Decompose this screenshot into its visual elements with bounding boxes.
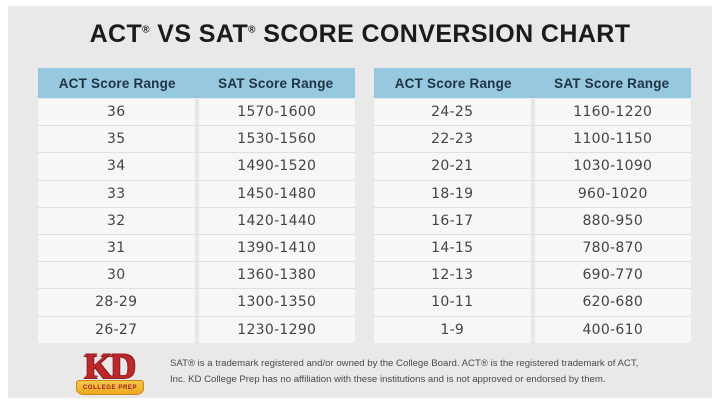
conversion-table-left: ACT Score Range SAT Score Range 36 1570-1…: [38, 68, 355, 343]
table-cell: 30: [38, 262, 199, 289]
table-header-row: ACT Score Range SAT Score Range: [38, 68, 355, 98]
table-body: 24-25 1160-1220 22-23 1100-1150 20-21 1030-10…: [374, 99, 691, 343]
table-row: 30 1360-1380: [38, 261, 355, 289]
act-score-range-header: ACT Score Range: [58, 75, 176, 91]
table-row: 22-23 1100-1150: [374, 125, 691, 153]
table-row: 1-9 400-610: [374, 315, 691, 343]
table-cell: 31: [38, 234, 199, 262]
disclaimer-line-2: Inc. KD College Prep has no affiliation …: [170, 374, 606, 385]
table-cell: 400-610: [582, 321, 644, 338]
table-row: 26-27 1230-1290: [38, 315, 355, 343]
table-cell: 1530-1560: [237, 131, 317, 148]
table-cell: 690-770: [582, 267, 644, 284]
page-title: ACT® VS SAT® SCORE CONVERSION CHART: [0, 20, 720, 49]
table-cell: 1300-1350: [237, 294, 317, 311]
sat-score-range-header: SAT Score Range: [554, 75, 670, 91]
table-cell: 1360-1380: [237, 267, 317, 284]
table-cell: 1570-1600: [237, 104, 317, 121]
table-row: 36 1570-1600: [38, 99, 355, 126]
table-header-row: ACT Score Range SAT Score Range: [374, 68, 691, 98]
sat-score-range-header: SAT Score Range: [218, 75, 334, 91]
table-cell: 1420-1440: [237, 212, 317, 229]
table-row: 14-15 780-870: [374, 233, 691, 262]
title-act: ACT: [89, 20, 143, 48]
table-cell: 32: [38, 207, 199, 234]
table-body: 36 1570-1600 35 1530-1560 34 1490-1520 33 1450-…: [38, 99, 355, 343]
table-cell: 34: [38, 153, 199, 180]
kd-college-prep-logo: KD COLLEGE PREP: [76, 346, 144, 395]
table-cell: 20-21: [374, 153, 535, 180]
table-cell: 36: [38, 99, 199, 126]
table-cell: 28-29: [38, 289, 199, 316]
act-score-range-header: ACT Score Range: [394, 75, 512, 91]
table-row: 34 1490-1520: [38, 152, 355, 180]
table-cell: 35: [38, 126, 199, 153]
table-cell: 1-9: [374, 316, 535, 343]
table-row: 10-11 620-680: [374, 288, 691, 316]
table-cell: 1160-1220: [573, 104, 653, 121]
table-cell: 1100-1150: [573, 131, 653, 148]
table-cell: 26-27: [38, 316, 199, 343]
table-cell: 24-25: [374, 99, 535, 126]
table-row: 16-17 880-950: [374, 206, 691, 234]
table-row: 33 1450-1480: [38, 179, 355, 207]
table-row: 20-21 1030-1090: [374, 152, 691, 180]
table-cell: 10-11: [374, 289, 535, 316]
table-cell: 1490-1520: [237, 158, 317, 175]
title-vs-sat: VS SAT: [149, 20, 249, 48]
table-cell: 14-15: [374, 234, 535, 262]
table-cell: 16-17: [374, 207, 535, 234]
conversion-table-right: ACT Score Range SAT Score Range 24-25 116…: [374, 68, 691, 343]
table-cell: 33: [38, 180, 199, 207]
table-row: 24-25 1160-1220: [374, 99, 691, 126]
table-row: 35 1530-1560: [38, 125, 355, 153]
table-cell: 1230-1290: [237, 321, 317, 338]
table-row: 12-13 690-770: [374, 261, 691, 289]
registered-mark-icon: ®: [248, 24, 256, 36]
table-cell: 22-23: [374, 126, 535, 153]
table-cell: 960-1020: [577, 185, 648, 202]
table-cell: 1450-1480: [237, 185, 317, 202]
table-cell: 620-680: [582, 294, 644, 311]
table-cell: 880-950: [582, 212, 644, 229]
table-row: 31 1390-1410: [38, 233, 355, 262]
logo-ribbon-text: COLLEGE PREP: [82, 384, 138, 391]
table-row: 32 1420-1440: [38, 206, 355, 234]
trademark-disclaimer: SAT® is a trademark registered and/or ow…: [170, 356, 705, 388]
table-cell: 1390-1410: [237, 240, 317, 257]
registered-mark-icon: ®: [142, 24, 150, 36]
table-cell: 18-19: [374, 180, 535, 207]
table-cell: 12-13: [374, 262, 535, 289]
logo-ribbon: COLLEGE PREP: [76, 380, 144, 395]
disclaimer-line-1: SAT® is a trademark registered and/or ow…: [170, 358, 639, 369]
table-cell: 1030-1090: [573, 158, 653, 175]
title-rest: SCORE CONVERSION CHART: [255, 20, 631, 48]
table-row: 18-19 960-1020: [374, 179, 691, 207]
table-row: 28-29 1300-1350: [38, 288, 355, 316]
table-cell: 780-870: [582, 240, 644, 257]
logo-kd-text: KD: [84, 346, 136, 386]
